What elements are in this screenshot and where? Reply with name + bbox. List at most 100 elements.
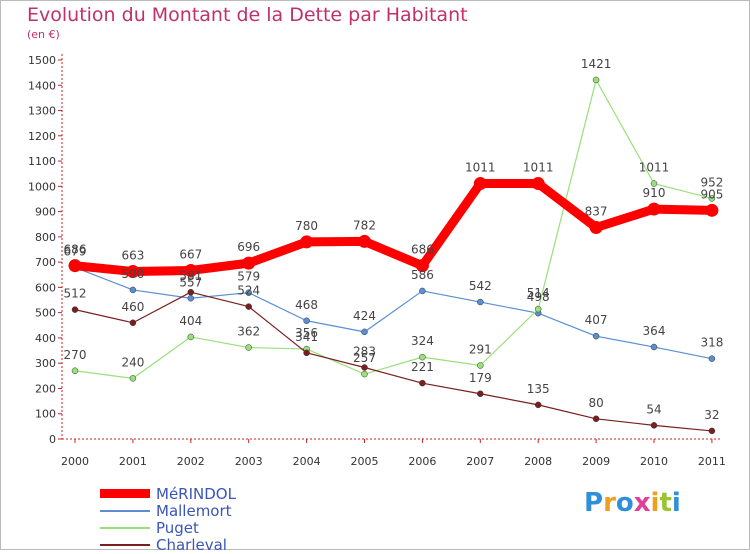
x-tick-label: 2004 (293, 455, 321, 468)
legend-label: Charleval (156, 535, 227, 554)
data-point-m-rindol (415, 259, 429, 273)
data-label-mallemort: 679 (64, 244, 87, 258)
data-point-m-rindol (531, 177, 545, 191)
data-point-charleval (129, 319, 137, 327)
data-label-m-rindol: 667 (179, 247, 202, 261)
data-point-puget (71, 367, 79, 375)
data-label-charleval: 341 (295, 330, 318, 344)
data-label-puget: 1011 (639, 161, 670, 175)
data-point-mallemort (419, 287, 426, 295)
legend-item-mallemort: Mallemort (100, 501, 236, 520)
data-point-charleval (71, 306, 79, 313)
data-point-m-rindol (126, 264, 140, 278)
data-label-mallemort: 586 (411, 268, 434, 282)
data-label-m-rindol: 663 (121, 248, 144, 262)
x-tick-label: 2005 (351, 455, 379, 468)
x-tick-label: 2001 (119, 455, 147, 468)
data-point-mallemort (592, 332, 600, 340)
data-label-charleval: 80 (588, 396, 603, 410)
data-label-mallemort: 557 (179, 275, 202, 289)
data-point-charleval (650, 422, 658, 429)
y-tick-label: 400 (35, 332, 56, 345)
unit-label: (en €) (27, 28, 60, 41)
data-point-mallemort (245, 289, 252, 296)
y-tick-label: 900 (35, 206, 56, 219)
data-label-m-rindol: 696 (237, 240, 260, 254)
logo-letter: o (615, 488, 634, 518)
legend-label: Mallemort (156, 501, 232, 520)
chart-title: Evolution du Montant de la Dette par Hab… (27, 4, 468, 26)
data-label-puget: 356 (295, 326, 318, 340)
y-tick-label: 1500 (28, 54, 56, 67)
data-point-puget (187, 333, 195, 341)
data-point-puget (650, 180, 658, 187)
legend-swatch (100, 526, 150, 529)
data-label-m-rindol: 686 (411, 243, 434, 257)
data-point-m-rindol (358, 234, 371, 248)
data-label-charleval: 32 (704, 408, 719, 422)
data-label-mallemort: 542 (469, 279, 492, 293)
y-tick-label: 1000 (28, 180, 56, 193)
legend-item-m-rindol: MéRINDOL (100, 485, 236, 503)
series-line-m-rindol (74, 179, 712, 276)
data-label-m-rindol: 1011 (523, 161, 554, 175)
data-label-puget: 514 (527, 286, 550, 300)
logo-letter: r (603, 488, 616, 518)
data-label-mallemort: 424 (353, 309, 376, 323)
data-point-mallemort (129, 286, 137, 294)
data-point-charleval (245, 303, 252, 310)
data-point-puget (708, 195, 716, 202)
y-tick-label: 700 (35, 256, 56, 269)
data-label-m-rindol: 686 (64, 243, 87, 257)
series-line-charleval (74, 291, 712, 432)
data-point-mallemort (187, 295, 195, 302)
y-tick-label: 0 (49, 433, 56, 446)
x-tick-label: 2000 (61, 455, 89, 468)
data-point-mallemort (303, 317, 310, 325)
x-tick-label: 2008 (524, 455, 552, 468)
data-label-mallemort: 407 (585, 313, 608, 327)
data-label-m-rindol: 780 (295, 219, 318, 233)
data-point-m-rindol (473, 177, 487, 191)
data-label-mallemort: 579 (237, 270, 260, 284)
data-label-mallemort: 498 (527, 290, 550, 304)
legend-item-puget: Puget (100, 518, 236, 537)
data-label-puget: 291 (469, 342, 492, 356)
data-label-puget: 324 (411, 334, 434, 348)
data-label-puget: 240 (121, 355, 144, 369)
data-label-puget: 952 (700, 175, 723, 189)
data-point-charleval (187, 288, 195, 296)
y-tick-label: 1300 (28, 105, 56, 118)
data-point-m-rindol (184, 263, 198, 277)
data-point-charleval (303, 349, 310, 357)
logo-letter: i (650, 488, 660, 518)
data-point-puget (129, 375, 137, 382)
series-layer (68, 76, 719, 435)
data-point-puget (534, 305, 542, 313)
data-point-puget (477, 362, 484, 369)
data-point-m-rindol (705, 203, 719, 217)
data-point-charleval (708, 427, 716, 435)
data-label-puget: 270 (64, 348, 87, 362)
data-labels: 679 590 557 579 468 424 586 542 498 407 364 318 270 2… (64, 57, 724, 422)
legend-swatch (100, 509, 150, 512)
y-tick-label: 800 (35, 231, 56, 244)
data-point-charleval (419, 379, 426, 387)
data-label-m-rindol: 782 (353, 218, 376, 232)
y-tick-label: 1400 (28, 79, 56, 92)
data-point-m-rindol (647, 202, 661, 216)
logo-letter: t (659, 488, 672, 518)
data-label-puget: 404 (179, 314, 202, 328)
data-label-m-rindol: 905 (700, 187, 723, 201)
data-label-charleval: 512 (64, 287, 87, 301)
legend-item-charleval: Charleval (100, 535, 236, 554)
legend-label: Puget (156, 518, 199, 537)
data-label-m-rindol: 910 (643, 186, 666, 200)
data-point-charleval (592, 415, 600, 423)
data-point-mallemort (361, 328, 368, 336)
data-label-mallemort: 590 (121, 267, 144, 281)
data-point-mallemort (708, 355, 716, 362)
data-label-puget: 257 (353, 351, 376, 365)
data-point-mallemort (650, 343, 658, 351)
